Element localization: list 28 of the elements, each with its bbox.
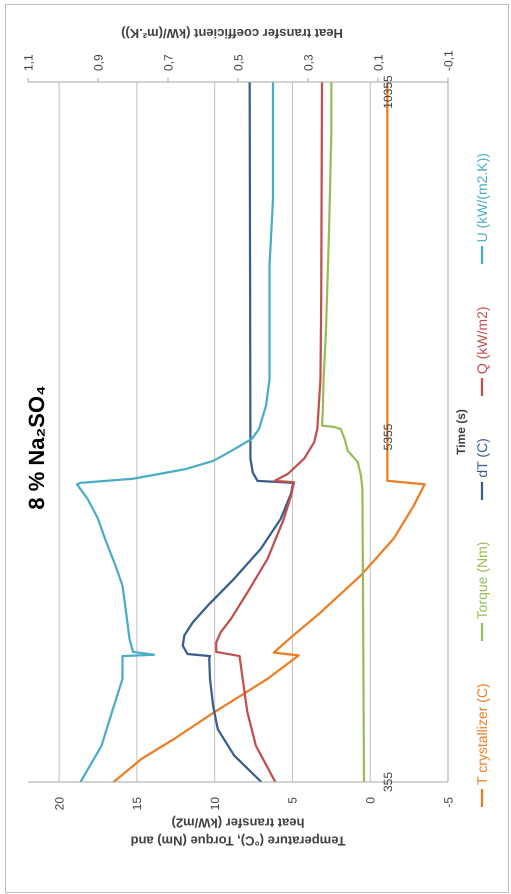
x2-tick-label: 0,9	[91, 54, 106, 71]
x-tick-label: -5	[441, 796, 456, 808]
x2-tick-label: -0,1	[441, 50, 456, 71]
text: Q (kW/m2)	[474, 306, 490, 374]
y-tick-label: 355	[381, 772, 396, 792]
text: U (kW/(m2.K))	[474, 153, 490, 242]
text: T crystallizer (C)	[474, 683, 490, 785]
x2-tick-label: 0,3	[301, 54, 316, 71]
x-tick-label: 5	[286, 796, 300, 804]
x-tick-label: 10	[208, 796, 222, 810]
y-tick-label: 5355	[381, 423, 396, 450]
x-tick-label: 15	[130, 796, 144, 810]
text: 8 % Na₂SO₄	[24, 385, 49, 510]
y-axis-title: Time (s)	[454, 409, 468, 455]
x2-tick-label: 0,7	[161, 54, 176, 71]
line-series	[215, 82, 324, 782]
x2-tick-label: 1,1	[21, 54, 36, 71]
y-tick-label: 10355	[381, 74, 396, 109]
x2-axis-title: Heat transfer coefficient (kW/(m².K))	[121, 26, 343, 42]
x-axis-title: Temperature (°C), Torque (Nm) and heat transfer (kW/m2)	[130, 816, 346, 848]
x2-tick-label: 0,5	[231, 54, 246, 71]
x2-tick-label: 0,1	[371, 54, 386, 71]
text: Torque (Nm)	[474, 542, 490, 620]
x-tick-label: 0	[363, 796, 378, 804]
line-series	[182, 82, 294, 782]
text: dT (C)	[474, 438, 490, 478]
x-tick-label: 20	[52, 796, 66, 810]
line-series	[320, 82, 366, 782]
